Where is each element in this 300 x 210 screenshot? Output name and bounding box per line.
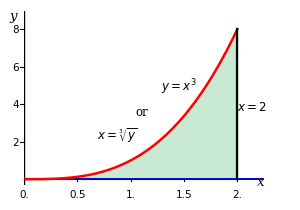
Text: $y = x^3$: $y = x^3$ (161, 77, 196, 97)
Text: x: x (257, 176, 265, 189)
Text: $x = 2$: $x = 2$ (237, 101, 267, 114)
Text: $x = \sqrt[3]{y}$: $x = \sqrt[3]{y}$ (98, 126, 138, 144)
Text: y: y (10, 10, 17, 23)
Text: or: or (135, 106, 148, 119)
